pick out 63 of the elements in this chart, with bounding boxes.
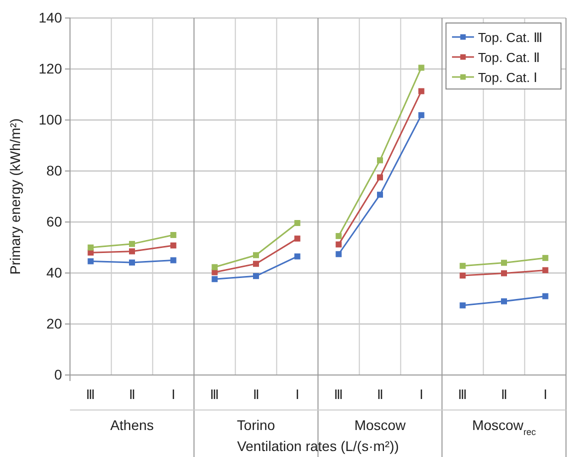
text: Athens xyxy=(110,417,154,433)
point xyxy=(501,298,507,304)
point xyxy=(377,157,383,164)
y-tick-label: 60 xyxy=(46,213,62,230)
point xyxy=(418,112,424,118)
legend-label: Top. Cat. Ⅲ xyxy=(478,30,543,45)
point xyxy=(336,233,342,240)
text: Moscow$_{rec}$ xyxy=(472,417,536,437)
text: Moscow xyxy=(354,417,407,433)
point xyxy=(460,272,466,279)
point xyxy=(294,220,300,226)
point xyxy=(129,248,135,254)
point xyxy=(170,232,176,238)
x-tick-label: Ⅱ xyxy=(377,387,383,402)
x-tick-label: Ⅰ xyxy=(171,387,176,402)
text: Torino xyxy=(236,417,276,433)
y-tick-label: 80 xyxy=(46,162,62,178)
x-tick-label: Ⅰ xyxy=(419,387,424,402)
x-tick-label: Ⅲ xyxy=(210,387,220,402)
point xyxy=(418,88,424,94)
x-tick-label: Ⅱ xyxy=(253,387,259,402)
point xyxy=(460,302,466,308)
point xyxy=(170,257,176,264)
point xyxy=(253,260,259,267)
x-tick-label: Ⅰ xyxy=(543,387,548,402)
x-tick-label: Ⅰ xyxy=(295,387,300,402)
y-tick-label: 120 xyxy=(38,60,62,76)
legend-label: Top. Cat. Ⅱ xyxy=(478,50,540,65)
y-tick-label: 40 xyxy=(46,264,62,280)
legend-label: Top. Cat. Ⅰ xyxy=(478,70,538,85)
point xyxy=(253,273,259,280)
point xyxy=(377,192,383,198)
point xyxy=(336,251,342,258)
point xyxy=(212,264,218,270)
point xyxy=(418,64,424,71)
point xyxy=(129,260,135,266)
x-tick-label: Ⅲ xyxy=(458,387,468,402)
point xyxy=(88,244,94,250)
point xyxy=(501,270,507,276)
y-axis-title: Primary energy (kWh/m²) xyxy=(7,118,23,275)
point xyxy=(542,267,548,274)
point xyxy=(88,258,94,264)
point xyxy=(336,241,342,248)
point xyxy=(377,174,383,180)
x-tick-label: Ⅱ xyxy=(501,387,507,402)
point xyxy=(501,260,507,266)
point xyxy=(460,262,466,269)
point xyxy=(212,276,218,282)
point xyxy=(542,293,548,300)
x-tick-label: Ⅱ xyxy=(129,387,135,402)
y-tick-label: 100 xyxy=(38,111,62,128)
point xyxy=(253,252,259,258)
y-tick-label: 0 xyxy=(54,366,62,382)
point xyxy=(294,236,300,242)
x-axis-title: Ventilation rates (L/(s·m²)) xyxy=(237,438,399,454)
x-tick-label: Ⅲ xyxy=(86,387,96,402)
x-tick-label: Ⅲ xyxy=(334,387,344,402)
point xyxy=(129,240,135,247)
y-tick-label: 20 xyxy=(46,315,62,332)
y-tick-label: 140 xyxy=(38,9,62,26)
point xyxy=(170,242,176,248)
point xyxy=(294,253,300,260)
point xyxy=(542,254,548,261)
